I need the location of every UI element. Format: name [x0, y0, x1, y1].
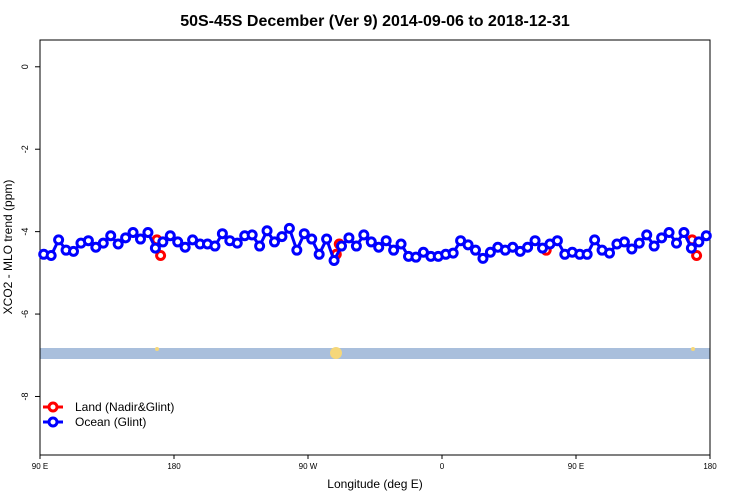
data-point: [53, 234, 65, 246]
data-point: [97, 237, 109, 249]
data-point: [291, 244, 303, 256]
data-point: [298, 228, 310, 240]
data-point: [365, 236, 377, 248]
data-point: [589, 234, 601, 246]
data-point: [641, 229, 653, 241]
legend-marker: [47, 401, 59, 413]
data-point: [358, 229, 370, 241]
data-point: [395, 238, 407, 250]
data-point: [618, 236, 630, 248]
data-point: [105, 230, 117, 242]
data-point: [45, 250, 57, 262]
data-point: [581, 248, 593, 260]
y-tick-label: 0: [20, 64, 30, 69]
data-point: [529, 235, 541, 247]
data-point: [447, 247, 459, 259]
data-point: [656, 232, 668, 244]
data-point: [269, 236, 280, 248]
data-point: [700, 230, 712, 242]
data-point: [306, 233, 318, 245]
plot-frame: [39, 39, 711, 456]
data-point: [283, 222, 295, 234]
y-tick-label: -6: [20, 310, 30, 318]
x-tick-label: 90 E: [568, 462, 584, 471]
data-point: [261, 225, 273, 237]
strip-marker: [330, 347, 342, 359]
surface-strip: [40, 348, 710, 359]
data-point: [313, 248, 325, 260]
data-point: [157, 236, 169, 248]
data-point: [470, 244, 481, 256]
chart-title: 50S-45S December (Ver 9) 2014-09-06 to 2…: [180, 13, 570, 30]
data-point: [693, 236, 705, 248]
data-point: [626, 243, 638, 255]
x-tick-label: 90 E: [32, 462, 48, 471]
data-point: [663, 226, 675, 238]
y-tick-label: -8: [20, 392, 30, 400]
data-point: [231, 237, 243, 249]
data-point: [678, 226, 690, 238]
data-point: [179, 241, 191, 253]
data-point: [172, 236, 184, 248]
data-point: [321, 233, 333, 245]
data-point: [685, 242, 697, 254]
x-tick-label: 180: [167, 462, 181, 471]
data-point: [155, 250, 167, 262]
data-point: [477, 252, 489, 264]
data-point: [209, 240, 221, 252]
data-point: [120, 232, 132, 244]
x-tick-label: 0: [440, 462, 445, 471]
data-point: [373, 241, 385, 253]
y-tick-label: -2: [20, 145, 30, 153]
legend-marker: [47, 416, 59, 428]
data-point: [276, 231, 288, 243]
data-point: [127, 226, 139, 238]
data-point: [216, 228, 228, 240]
strip-marker: [155, 347, 159, 351]
legend-label: Land (Nadir&Glint): [75, 400, 174, 414]
data-point: [671, 237, 682, 249]
data-point: [410, 251, 422, 263]
legend: Land (Nadir&Glint)Ocean (Glint): [43, 400, 174, 429]
data-point: [254, 240, 266, 252]
data-point: [112, 238, 124, 250]
data-point: [149, 242, 161, 254]
data-point: [551, 235, 563, 247]
data-point: [522, 241, 534, 253]
data-point: [246, 229, 258, 241]
data-point: [343, 232, 355, 244]
y-tick-label: -4: [20, 228, 30, 236]
data-point: [691, 250, 703, 262]
legend-label: Ocean (Glint): [75, 415, 146, 429]
data-point: [350, 240, 362, 252]
data-point: [380, 235, 392, 247]
data-point: [142, 226, 154, 238]
data-point: [462, 239, 474, 251]
y-axis-label: XCO2 - MLO trend (ppm): [1, 180, 15, 315]
data-point: [328, 254, 340, 266]
data-point: [68, 245, 79, 257]
data-point: [336, 240, 347, 252]
strip-marker: [691, 347, 695, 351]
x-tick-label: 180: [703, 462, 717, 471]
data-point: [135, 233, 146, 245]
data-point: [648, 240, 660, 252]
x-axis-label: Longitude (deg E): [327, 477, 422, 491]
data-point: [633, 237, 645, 249]
x-tick-label: 90 W: [299, 462, 318, 471]
data-point: [484, 246, 496, 258]
data-point: [388, 244, 400, 256]
data-point: [604, 247, 615, 259]
data-point: [82, 235, 94, 247]
data-point: [164, 230, 176, 242]
